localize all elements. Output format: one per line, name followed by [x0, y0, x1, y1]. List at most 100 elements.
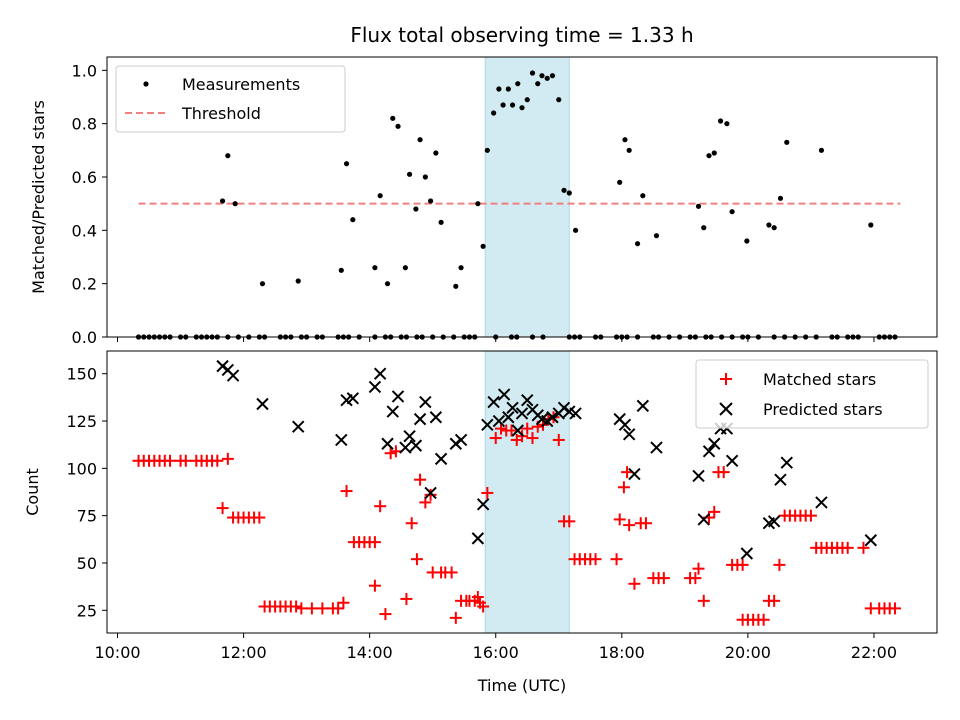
matched-star-point	[804, 509, 817, 522]
legend-matched-marker	[720, 373, 732, 385]
bottom-x-ticks: 10:00 12:00 14:00 16:00 18:00 20:00 22:00	[94, 633, 897, 662]
predicted-star-point	[476, 498, 490, 511]
measurement-point	[622, 137, 628, 143]
matched-star-point	[552, 433, 565, 446]
predicted-star-point	[424, 486, 437, 500]
matched-star-point	[221, 452, 234, 465]
legend-predicted-marker	[719, 402, 733, 416]
predicted-star-point	[774, 473, 787, 486]
predicted-star-point	[546, 411, 559, 424]
measurement-point	[232, 201, 238, 207]
measurement-point	[480, 243, 486, 249]
predicted-star-point	[368, 380, 382, 394]
measurement-point	[706, 153, 712, 159]
x-tick-label: 14:00	[347, 643, 393, 662]
matched-star-point	[211, 454, 224, 467]
legend-measurements-marker	[143, 81, 149, 87]
measurement-point	[484, 147, 490, 153]
measurement-point	[505, 86, 511, 92]
measurement-point	[453, 283, 459, 289]
matched-star-point	[841, 541, 854, 554]
measurement-point	[350, 217, 356, 223]
measurement-point	[515, 81, 521, 87]
bottom-y-tick-label: 50	[77, 554, 97, 573]
measurement-point	[395, 123, 401, 129]
matched-star-point	[505, 424, 518, 437]
x-tick-label: 22:00	[851, 643, 897, 662]
matched-star-point	[526, 432, 539, 445]
top-legend-box	[115, 65, 346, 133]
measurement-point	[475, 201, 481, 207]
predicted-star-point	[697, 513, 710, 526]
matched-star-point	[494, 422, 507, 435]
predicted-star-point	[815, 496, 828, 509]
x-axis-label: Time (UTC)	[477, 676, 566, 695]
measurement-point	[390, 115, 396, 121]
measurement-point	[438, 219, 444, 225]
top-highlight-band	[484, 56, 570, 338]
measurement-point	[818, 147, 825, 153]
predicted-star-point	[471, 532, 485, 545]
measurement-point	[561, 187, 567, 193]
measurement-point	[509, 102, 516, 108]
highlight-band-rect	[484, 350, 570, 634]
x-tick-label: 10:00	[94, 643, 140, 662]
matched-star-point	[305, 602, 318, 615]
measurement-point	[744, 238, 750, 244]
bottom-y-tick-label: 125	[66, 412, 97, 431]
matched-star-point	[621, 466, 634, 479]
top-y-axis-label: Matched/Predicted stars	[29, 100, 48, 294]
predicted-star-point	[506, 401, 519, 414]
bottom-y-tick-label: 25	[77, 601, 97, 620]
measurement-point	[634, 241, 641, 247]
measurement-point	[766, 222, 772, 228]
measurement-point	[219, 198, 226, 204]
measurement-point	[417, 137, 423, 143]
measurement-point	[544, 75, 550, 81]
matched-star-point	[253, 511, 266, 524]
legend-measurements-label: Measurements	[182, 75, 300, 94]
measurement-point	[402, 265, 408, 271]
bottom-highlight-band	[484, 350, 570, 634]
bottom-panel: 10:00 12:00 14:00 16:00 18:00 20:00 22:00 25 50…	[23, 350, 938, 695]
predicted-star-point	[391, 390, 405, 403]
bottom-y-tick-label: 100	[66, 459, 97, 478]
bottom-y-axis-label: Count	[23, 468, 42, 516]
predicted-star-point	[256, 397, 269, 411]
bottom-y-tick-label: 150	[66, 365, 97, 384]
predicted-stars-points	[216, 359, 878, 560]
legend-matched-label: Matched stars	[763, 370, 876, 389]
matched-star-point	[405, 517, 418, 530]
measurement-point	[524, 97, 530, 103]
measurement-point	[295, 278, 301, 284]
matched-star-point	[628, 577, 641, 590]
matched-star-point	[521, 422, 534, 435]
matched-star-point	[888, 602, 901, 615]
matched-star-point	[290, 600, 303, 613]
predicted-star-point	[521, 394, 534, 407]
measurement-point	[549, 73, 556, 79]
matched-star-point	[692, 562, 705, 575]
predicted-star-point	[434, 452, 448, 466]
matched-star-point	[768, 594, 781, 607]
measurement-point	[406, 171, 413, 177]
predicted-star-point	[569, 407, 582, 420]
matched-star-point	[708, 505, 721, 518]
matched-star-point	[639, 517, 652, 530]
matched-star-point	[757, 613, 770, 626]
bottom-y-ticks: 25 50 75 100 125 150	[66, 365, 107, 620]
matched-star-point	[481, 486, 494, 499]
measurement-point	[529, 70, 536, 76]
matched-star-point	[337, 596, 350, 609]
measurement-point	[377, 193, 383, 199]
matched-star-point	[623, 519, 636, 532]
matched-star-point	[164, 454, 177, 467]
matched-star-point	[563, 515, 576, 528]
x-tick-label: 18:00	[599, 643, 645, 662]
matched-star-point	[179, 454, 192, 467]
measurement-point	[617, 179, 623, 185]
top-y-tick-label: 0.2	[72, 275, 97, 294]
matched-stars-points	[132, 411, 901, 626]
bottom-legend-box	[695, 359, 929, 429]
predicted-star-point	[650, 441, 663, 454]
